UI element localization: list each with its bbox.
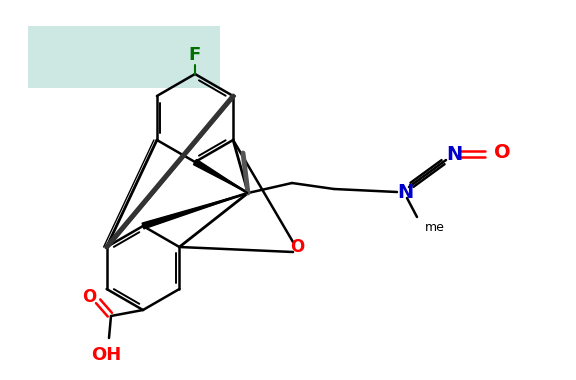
- Text: OH: OH: [91, 346, 121, 364]
- Text: O: O: [290, 238, 304, 256]
- Text: me: me: [425, 221, 445, 234]
- Polygon shape: [194, 160, 248, 193]
- Text: N: N: [446, 144, 462, 163]
- Text: F: F: [189, 46, 201, 64]
- Text: N: N: [397, 182, 413, 201]
- Text: O: O: [82, 288, 96, 306]
- Bar: [28, 26, 220, 88]
- Text: O: O: [494, 144, 510, 163]
- Polygon shape: [142, 193, 248, 229]
